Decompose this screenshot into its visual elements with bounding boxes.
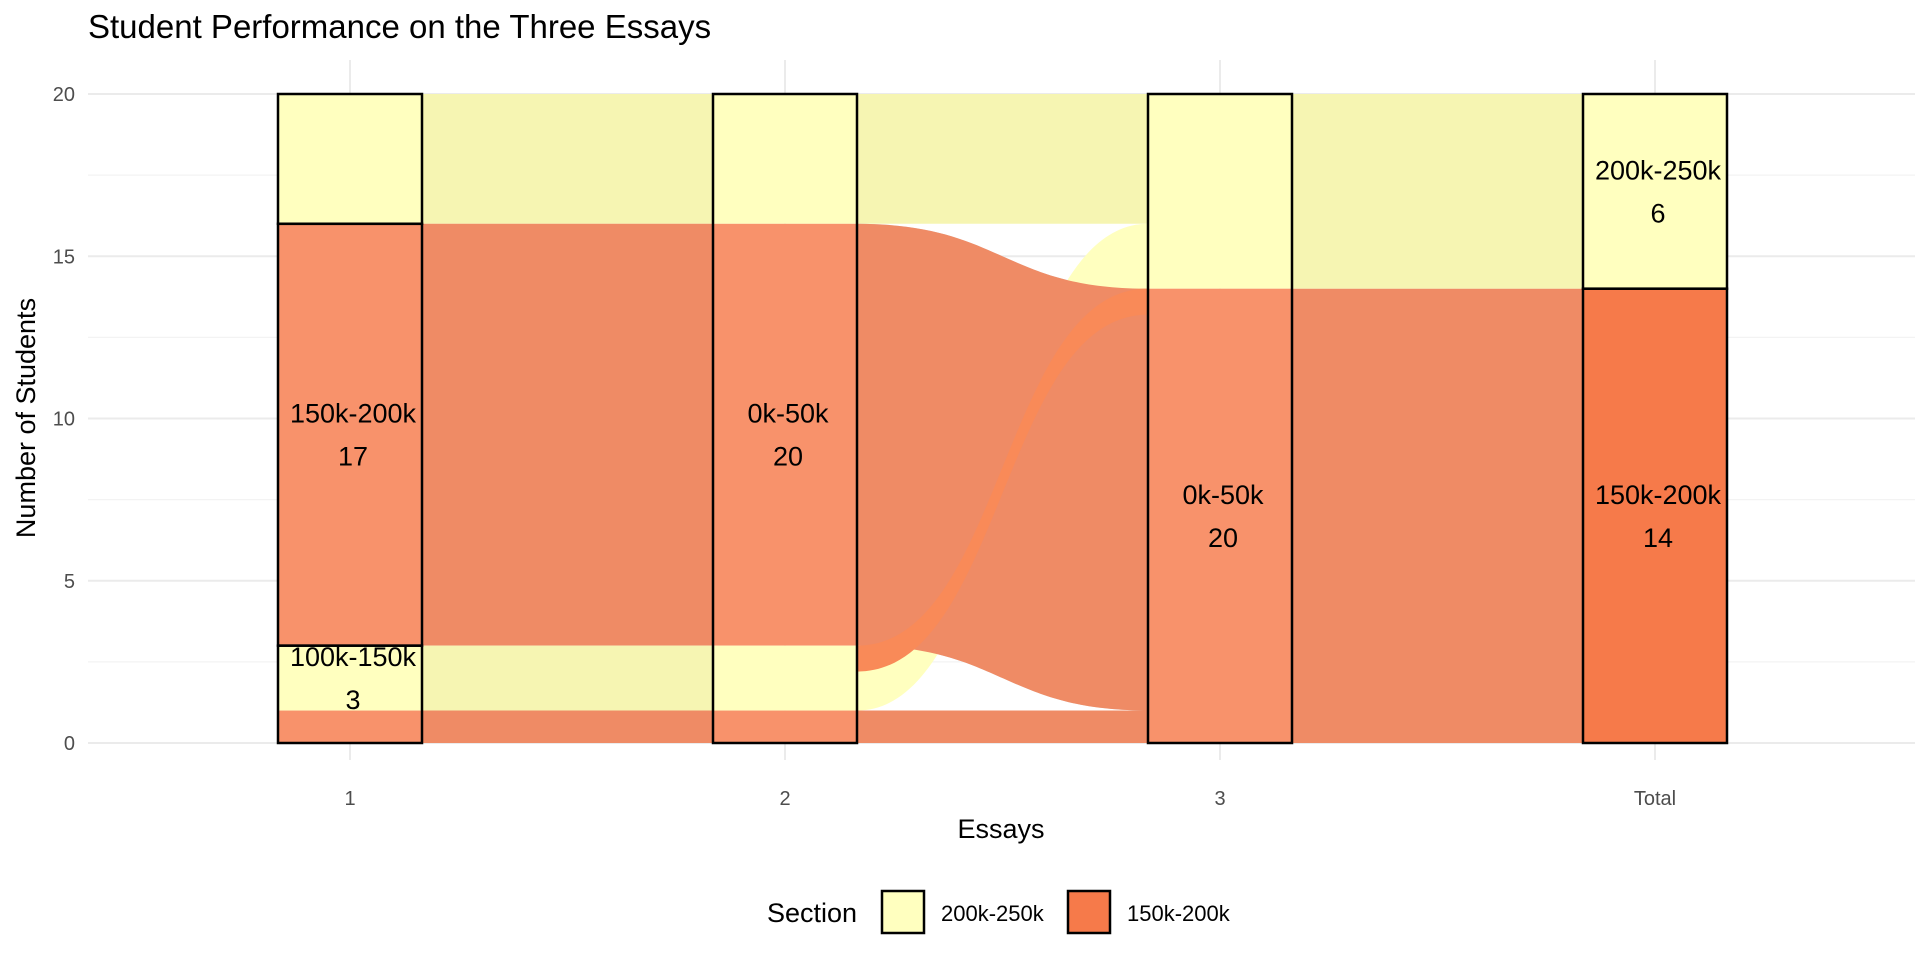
stratum-block [713,645,857,711]
legend-title: Section [767,898,857,928]
legend-swatch [880,889,926,935]
stratum-label: 150k-200k [1595,480,1722,510]
strata [278,94,1727,743]
x-tick-label: 1 [344,788,355,810]
stratum-count: 14 [1643,523,1673,553]
chart-title: Student Performance on the Three Essays [88,8,711,45]
x-axis-ticks: 1 2 3 Total [344,788,1676,810]
stratum-block [278,645,422,711]
stratum-block [278,223,422,646]
flow-ribbon [422,223,713,646]
stratum-block [713,710,857,743]
stratum-block [1583,94,1727,289]
flow-ribbon [857,710,1148,743]
legend-label: 200k-250k [941,901,1045,926]
stratum-block [1148,288,1292,743]
y-axis-title: Number of Students [11,298,41,538]
legend-label: 150k-200k [1127,901,1231,926]
flow-ribbon [422,645,713,711]
stratum-outline [1146,92,1294,745]
stratum-outlines [276,92,1729,745]
stratum-block [278,710,422,743]
stratum-block [1583,288,1727,743]
flow-ribbon [422,94,713,224]
x-tick-label: 3 [1214,788,1225,810]
stratum-count: 20 [1208,523,1238,553]
x-tick-label: 2 [779,788,790,810]
stratum-count: 20 [773,442,803,472]
legend-swatch [1066,889,1112,935]
flow-ribbon [1292,288,1583,743]
stratum-block [713,94,857,224]
flow-ribbon [1292,94,1583,289]
y-tick-label: 10 [53,409,75,431]
y-tick-label: 5 [64,571,75,593]
stratum-block [713,223,857,646]
stratum-count: 3 [345,685,360,715]
stratum-count: 6 [1650,198,1665,228]
stratum-block [278,94,422,224]
legend: Section 200k-250k 150k-200k [767,889,1231,935]
y-tick-label: 0 [64,733,75,755]
stratum-outline [276,644,424,745]
flow-ribbon [857,288,1148,672]
x-tick-label: Total [1634,788,1676,810]
stratum-label: 200k-250k [1595,155,1722,185]
stratum-count: 17 [338,442,368,472]
y-tick-label: 20 [53,84,75,106]
stratum-label: 0k-50k [1182,480,1264,510]
y-axis-ticks: 0 5 10 15 20 [53,84,75,755]
stratum-outline [1581,287,1729,745]
flow-ribbon [857,94,1148,224]
stratum-block [1148,94,1292,289]
x-axis-title: Essays [957,814,1044,844]
y-tick-label: 15 [53,246,75,268]
stratum-labels: 150k-200k 17 100k-150k 3 0k-50k 20 0k-50k 20 200… [290,155,1722,715]
stratum-outline [711,92,859,745]
flow-ribbon [422,710,713,743]
stratum-label: 100k-150k [290,642,417,672]
stratum-label: 0k-50k [747,399,829,429]
stratum-label: 150k-200k [290,399,417,429]
flows [422,94,1583,743]
